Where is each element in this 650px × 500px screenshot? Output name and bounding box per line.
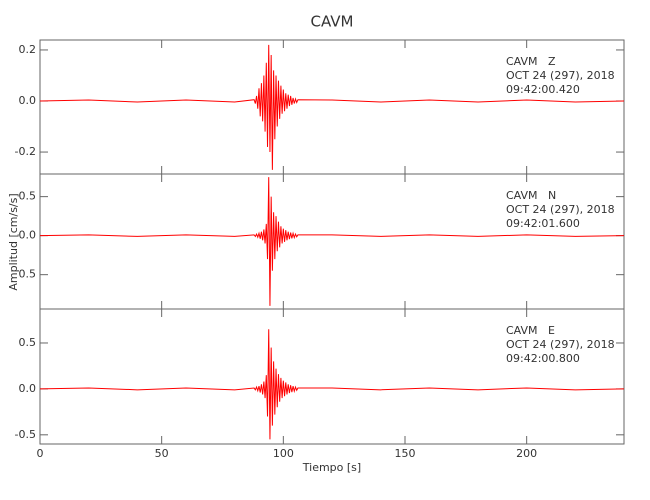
waveform [39, 177, 625, 306]
x-tick-label: 50 [155, 447, 169, 460]
annotation: 09:42:01.600 [506, 217, 580, 230]
y-tick-label: 0.0 [19, 382, 37, 395]
annotation: CAVM E [506, 324, 555, 337]
x-tick-label: 150 [395, 447, 416, 460]
annotation: 09:42:00.800 [506, 352, 580, 365]
y-tick-label: 0.5 [19, 336, 37, 349]
y-tick-label: 0.5 [19, 190, 37, 203]
panel-frame [39, 308, 625, 445]
annotation: OCT 24 (297), 2018 [506, 338, 615, 351]
waveform [39, 44, 625, 170]
x-tick-label: 200 [516, 447, 537, 460]
annotation: CAVM N [506, 189, 556, 202]
x-axis-label: Tiempo [s] [302, 461, 361, 474]
y-tick-label: 0.2 [19, 43, 37, 56]
annotation: CAVM Z [506, 55, 556, 68]
y-axis-label: Amplitud [cm/s/s] [7, 193, 20, 290]
chart-title: CAVM [311, 13, 354, 31]
annotation: 09:42:00.420 [506, 83, 580, 96]
y-tick-label: 0.0 [19, 94, 37, 107]
y-tick-label: -0.2 [15, 145, 36, 158]
x-tick-label: 0 [37, 447, 44, 460]
x-tick-label: 100 [273, 447, 294, 460]
y-tick-label: 0.5 [19, 268, 37, 281]
y-tick-label: -0.5 [15, 428, 36, 441]
y-tick-label: 0.0 [19, 229, 37, 242]
annotation: OCT 24 (297), 2018 [506, 203, 615, 216]
waveform [39, 329, 625, 440]
annotation: OCT 24 (297), 2018 [506, 69, 615, 82]
